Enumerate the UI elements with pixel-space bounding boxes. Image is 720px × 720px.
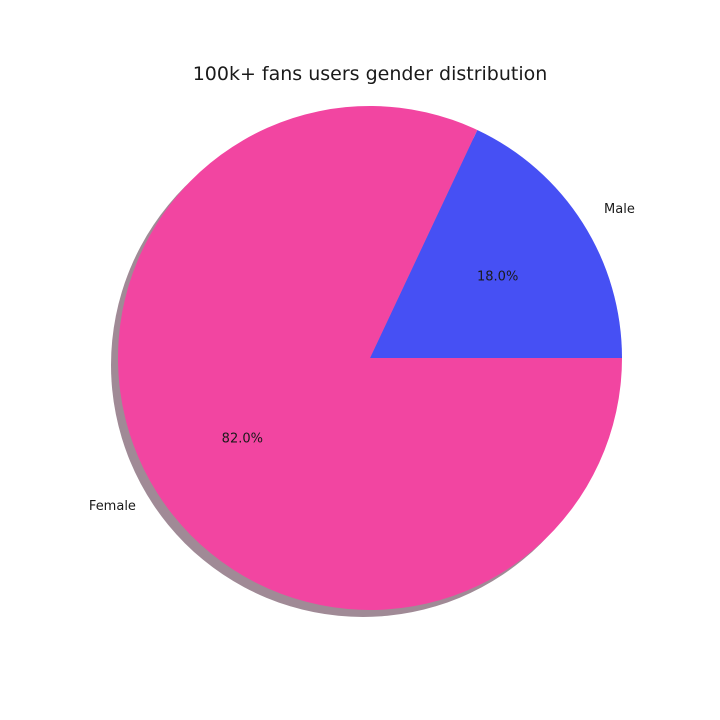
slice-label-male: Male bbox=[604, 202, 635, 217]
slice-label-female: Female bbox=[89, 499, 136, 514]
pie-slice-male bbox=[370, 129, 622, 358]
pie-slice-female bbox=[118, 105, 623, 610]
slice-percent-female: 82.0% bbox=[222, 432, 263, 447]
chart-title: 100k+ fans users gender distribution bbox=[193, 63, 548, 85]
slice-percent-male: 18.0% bbox=[477, 269, 518, 284]
